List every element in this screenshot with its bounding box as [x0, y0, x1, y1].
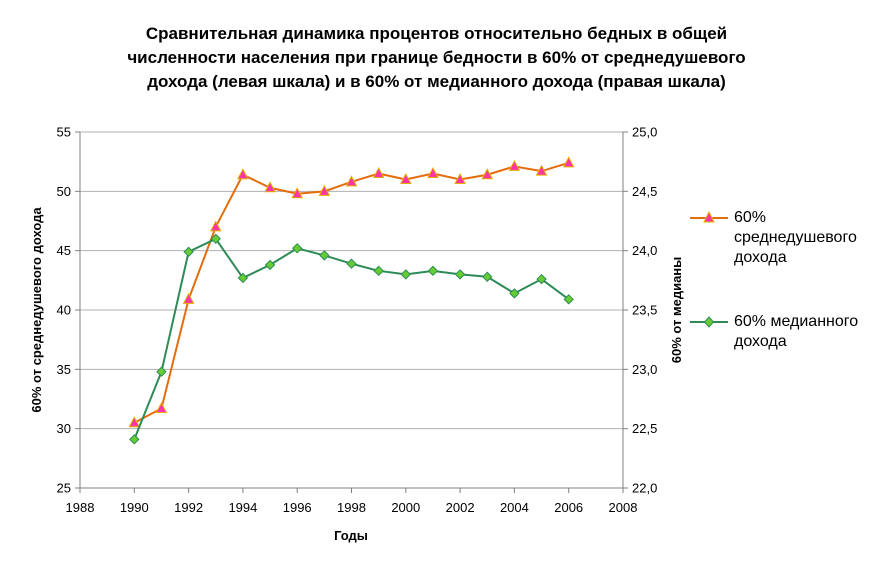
legend-triangle-marker-icon	[690, 210, 728, 223]
legend-label-series-1-line-3: дохода	[734, 249, 787, 266]
data-point-triangle	[291, 187, 304, 199]
x-tick-label: 2004	[500, 500, 529, 515]
data-point-diamond	[319, 250, 330, 261]
chart-title-line-3: дохода (левая шкала) и в 60% от медианно…	[147, 72, 726, 91]
y-left-tick-label: 35	[57, 362, 71, 377]
data-point-triangle	[237, 168, 249, 180]
y-right-tick-label: 24,5	[632, 184, 657, 199]
x-tick-label: 1992	[174, 500, 203, 515]
data-point-diamond	[373, 265, 384, 277]
data-point-diamond	[400, 269, 412, 280]
data-point-triangle	[372, 166, 385, 179]
data-point-triangle	[128, 416, 141, 428]
y-right-tick-label: 22,0	[632, 481, 657, 496]
legend-diamond-marker-icon	[690, 316, 728, 328]
data-point-triangle	[399, 172, 412, 184]
x-tick-label: 1996	[283, 500, 312, 515]
y-right-tick-label: 22,5	[632, 421, 657, 436]
series-layer	[128, 156, 575, 445]
data-point-diamond	[482, 271, 493, 282]
chart-title-line-1: Сравнительная динамика процентов относит…	[145, 24, 728, 43]
data-point-diamond	[264, 259, 276, 271]
y-left-tick-label: 50	[57, 184, 71, 199]
tick-labels: 25 30 35 40 45 50 55 22,0 22,5 23,0 23,5 24,0 24,5 25…	[57, 125, 658, 516]
data-point-diamond	[509, 288, 520, 299]
y-right-tick-label: 23,5	[632, 303, 657, 318]
data-point-triangle	[481, 168, 494, 180]
chart-title-line-2: численности населения при границе беднос…	[127, 48, 746, 67]
data-point-triangle	[562, 156, 575, 168]
data-point-diamond	[427, 265, 439, 277]
y-left-tick-label: 40	[57, 303, 71, 318]
axes	[75, 131, 628, 493]
y-left-tick-label: 55	[57, 125, 71, 140]
y-right-tick-label: 23,0	[632, 362, 657, 377]
data-point-diamond	[291, 243, 303, 254]
x-tick-label: 1994	[228, 500, 257, 515]
data-point-triangle	[182, 292, 195, 304]
data-point-triangle	[454, 172, 466, 184]
data-point-diamond	[454, 269, 466, 280]
y-axis-right-label: 60% от медианы	[669, 257, 684, 364]
y-left-tick-label: 30	[57, 421, 71, 436]
y-left-tick-label: 45	[57, 243, 71, 258]
y-right-tick-label: 25,0	[632, 125, 657, 140]
x-tick-label: 2000	[391, 500, 420, 515]
y-right-tick-label: 24,0	[632, 243, 657, 258]
legend-label-series-1-line-2: среднедушевого	[734, 229, 857, 246]
data-point-diamond	[210, 233, 221, 245]
x-tick-label: 1998	[337, 500, 366, 515]
data-point-diamond	[183, 246, 194, 258]
data-point-triangle	[209, 220, 222, 232]
x-tick-label: 2008	[609, 500, 638, 515]
y-axis-left-label: 60% от среднедушевого дохода	[29, 207, 44, 413]
chart-title: Сравнительная динамика процентов относит…	[60, 22, 813, 94]
data-point-triangle	[345, 175, 358, 187]
data-point-triangle	[427, 166, 439, 179]
data-point-diamond	[129, 434, 140, 445]
data-point-diamond	[346, 258, 357, 269]
data-point-diamond	[536, 273, 547, 285]
x-axis-label: Годы	[334, 528, 368, 543]
data-point-triangle	[264, 181, 276, 193]
x-tick-label: 2002	[446, 500, 475, 515]
x-tick-label: 1988	[66, 500, 95, 515]
legend-label-series-2-line-1: 60% медианного	[734, 313, 859, 330]
data-point-triangle	[535, 164, 548, 176]
legend-label-series-1-line-1: 60%	[734, 209, 767, 226]
x-tick-label: 2006	[554, 500, 583, 515]
data-point-diamond	[237, 272, 249, 284]
x-tick-label: 1990	[120, 500, 149, 515]
data-point-diamond	[563, 294, 574, 305]
y-left-tick-label: 25	[57, 481, 71, 496]
series-line-1	[133, 161, 569, 424]
legend-label-series-2-line-2: дохода	[734, 333, 787, 350]
data-point-triangle	[155, 401, 168, 413]
data-point-triangle	[508, 159, 521, 171]
data-point-diamond	[156, 366, 167, 377]
data-point-triangle	[318, 184, 331, 196]
